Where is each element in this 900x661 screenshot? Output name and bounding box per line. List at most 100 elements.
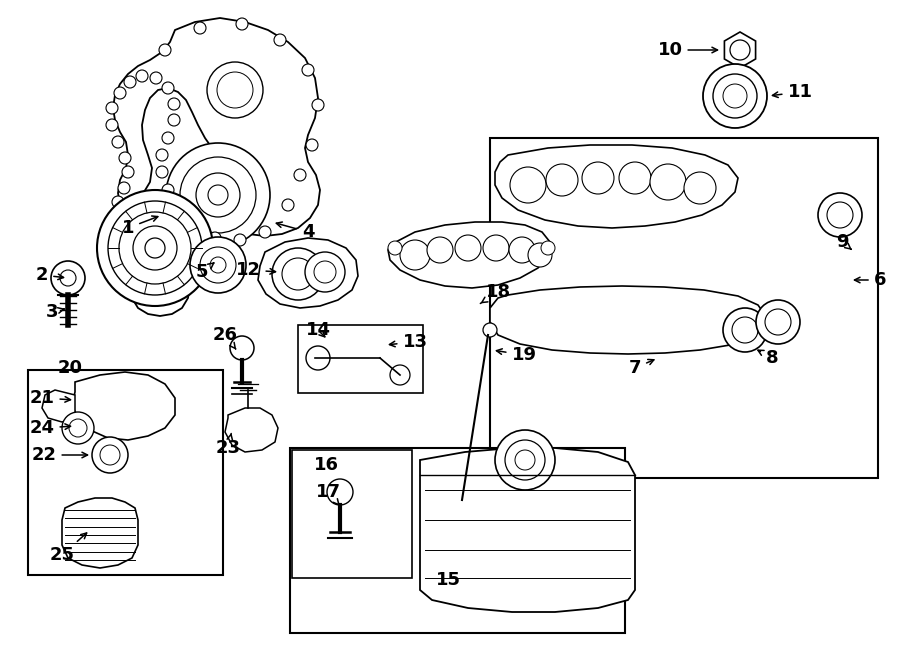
Circle shape <box>732 317 758 343</box>
Text: 20: 20 <box>58 359 83 377</box>
Circle shape <box>60 270 76 286</box>
Circle shape <box>200 247 236 283</box>
Circle shape <box>124 76 136 88</box>
Circle shape <box>509 237 535 263</box>
Text: 9: 9 <box>836 233 851 251</box>
Polygon shape <box>388 222 550 288</box>
Polygon shape <box>495 145 738 228</box>
Circle shape <box>196 173 240 217</box>
Circle shape <box>116 212 128 224</box>
Polygon shape <box>724 32 756 68</box>
Circle shape <box>92 437 128 473</box>
Text: 11: 11 <box>772 83 813 101</box>
Circle shape <box>703 64 767 128</box>
Circle shape <box>546 164 578 196</box>
Circle shape <box>765 309 791 335</box>
Polygon shape <box>490 286 765 354</box>
Circle shape <box>302 64 314 76</box>
Circle shape <box>505 440 545 480</box>
Circle shape <box>100 445 120 465</box>
Text: 22: 22 <box>32 446 87 464</box>
Circle shape <box>650 164 686 200</box>
Circle shape <box>159 44 171 56</box>
Text: 5: 5 <box>196 263 214 281</box>
Text: 23: 23 <box>215 434 240 457</box>
Circle shape <box>132 238 144 250</box>
Circle shape <box>168 98 180 110</box>
Circle shape <box>400 240 430 270</box>
Text: 18: 18 <box>481 283 510 303</box>
Circle shape <box>483 323 497 337</box>
Circle shape <box>106 119 118 131</box>
Circle shape <box>168 114 180 126</box>
Polygon shape <box>62 498 138 568</box>
Bar <box>298 325 423 393</box>
Circle shape <box>150 72 162 84</box>
Circle shape <box>144 246 156 258</box>
Circle shape <box>483 235 509 261</box>
Circle shape <box>730 40 750 60</box>
Text: 6: 6 <box>854 271 886 289</box>
Circle shape <box>282 199 294 211</box>
Text: 2: 2 <box>36 266 64 284</box>
Circle shape <box>162 184 174 196</box>
Circle shape <box>166 143 270 247</box>
Circle shape <box>97 190 213 306</box>
Circle shape <box>756 300 800 344</box>
Circle shape <box>582 162 614 194</box>
Circle shape <box>236 18 248 30</box>
Bar <box>292 450 412 578</box>
Circle shape <box>62 412 94 444</box>
Circle shape <box>156 166 168 178</box>
Text: 24: 24 <box>30 419 70 437</box>
Circle shape <box>136 70 148 82</box>
Polygon shape <box>258 238 358 308</box>
Circle shape <box>305 252 345 292</box>
Circle shape <box>112 196 124 208</box>
Circle shape <box>122 166 134 178</box>
Text: 15: 15 <box>436 571 461 589</box>
Circle shape <box>282 258 314 290</box>
Circle shape <box>723 308 767 352</box>
Circle shape <box>723 84 747 108</box>
Text: 21: 21 <box>30 389 70 407</box>
Circle shape <box>210 257 226 273</box>
Bar <box>490 138 878 478</box>
Circle shape <box>541 241 555 255</box>
Text: 19: 19 <box>497 346 536 364</box>
Circle shape <box>169 202 181 214</box>
Circle shape <box>119 152 131 164</box>
Text: 17: 17 <box>316 483 340 506</box>
Bar <box>290 448 625 633</box>
Polygon shape <box>42 390 75 422</box>
Text: 14: 14 <box>305 321 330 339</box>
Circle shape <box>156 149 168 161</box>
Circle shape <box>69 419 87 437</box>
Circle shape <box>259 226 271 238</box>
Circle shape <box>118 182 130 194</box>
Circle shape <box>190 237 246 293</box>
Circle shape <box>207 62 263 118</box>
Circle shape <box>427 237 453 263</box>
Circle shape <box>209 232 221 244</box>
Text: 3: 3 <box>46 303 64 321</box>
Circle shape <box>510 167 546 203</box>
Polygon shape <box>420 448 635 612</box>
Circle shape <box>119 212 191 284</box>
Circle shape <box>388 241 402 255</box>
Circle shape <box>294 169 306 181</box>
Text: 12: 12 <box>236 261 275 279</box>
Circle shape <box>713 74 757 118</box>
Circle shape <box>112 136 124 148</box>
Circle shape <box>159 252 171 264</box>
Circle shape <box>180 157 256 233</box>
Text: 16: 16 <box>313 456 338 474</box>
Bar <box>28 370 223 575</box>
Circle shape <box>528 243 552 267</box>
Circle shape <box>234 234 246 246</box>
Circle shape <box>274 34 286 46</box>
Circle shape <box>114 87 126 99</box>
Circle shape <box>108 201 202 295</box>
Circle shape <box>162 132 174 144</box>
Circle shape <box>818 193 862 237</box>
